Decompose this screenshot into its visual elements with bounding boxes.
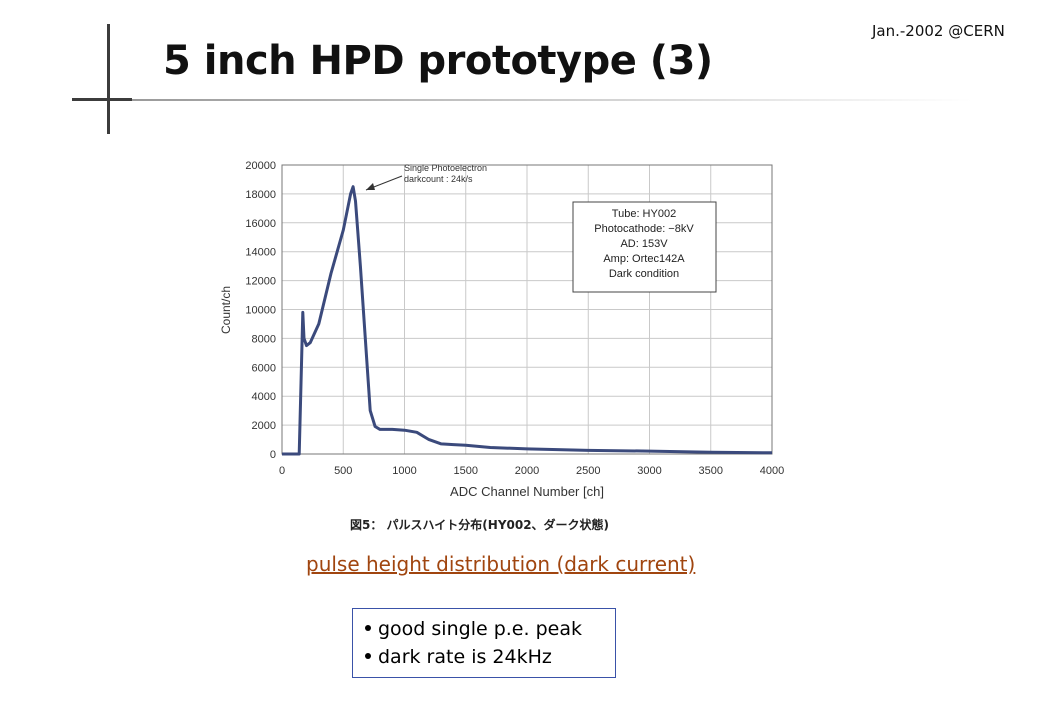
figure-caption-link[interactable]: pulse height distribution (dark current) [306,552,696,576]
y-tick-label: 10000 [245,305,276,317]
y-tick-label: 8000 [252,333,276,345]
annotation-line-1: Single Photoelectron [404,163,487,173]
info-tube: Tube: HY002 [612,208,676,220]
annotation-arrow-head [366,183,375,190]
x-tick-label: 1000 [392,465,416,477]
slide-date: Jan.-2002 @CERN [872,22,1005,40]
bullet-item: dark rate is 24kHz [365,643,607,671]
y-tick-label: 18000 [245,189,276,201]
info-ad: AD: 153V [620,238,668,250]
x-tick-label: 3500 [699,465,723,477]
info-amp: Amp: Ortec142A [603,253,685,265]
slide-title: 5 inch HPD prototype (3) [163,38,713,84]
x-tick-label: 1500 [454,465,478,477]
x-tick-label: 0 [279,465,285,477]
annotation-line-2: darkcount : 24k/s [404,174,473,184]
y-tick-label: 4000 [252,391,276,403]
bullet-dot [365,652,371,659]
y-tick-label: 6000 [252,362,276,374]
x-tick-label: 4000 [760,465,784,477]
chart-info-box [572,201,717,293]
info-photocathode: Photocathode: −8kV [594,223,694,235]
figure-caption-japanese: 図5： パルスハイト分布(HY002、ダーク状態) [350,518,610,532]
y-tick-label: 0 [270,449,276,461]
x-axis-label: ADC Channel Number [ch] [450,484,604,499]
dark-count-series-line [282,185,773,456]
y-tick-label: 12000 [245,276,276,288]
summary-box: good single p.e. peak dark rate is 24kHz [352,608,616,678]
y-tick-label: 20000 [245,160,276,172]
y-axis-label: Count/ch [219,286,233,334]
y-tick-label: 2000 [252,420,276,432]
title-vertical-rule [107,24,110,134]
bullet-dot [365,624,371,631]
info-condition: Dark condition [609,268,679,280]
title-underline-fade [132,99,972,101]
bullet-text-1: good single p.e. peak [378,618,582,640]
bullet-text-2: dark rate is 24kHz [378,646,552,668]
chart-ticks: 0200040006000800010000120001400016000180… [245,160,784,477]
x-tick-label: 2500 [576,465,600,477]
x-tick-label: 2000 [515,465,539,477]
pulse-height-chart: 0200040006000800010000120001400016000180… [219,160,784,499]
title-horizontal-rule [72,98,132,101]
x-tick-label: 3000 [637,465,661,477]
y-tick-label: 14000 [245,247,276,259]
bullet-item: good single p.e. peak [365,615,607,643]
x-tick-label: 500 [334,465,352,477]
plot-frame [281,164,773,455]
y-tick-label: 16000 [245,218,276,230]
